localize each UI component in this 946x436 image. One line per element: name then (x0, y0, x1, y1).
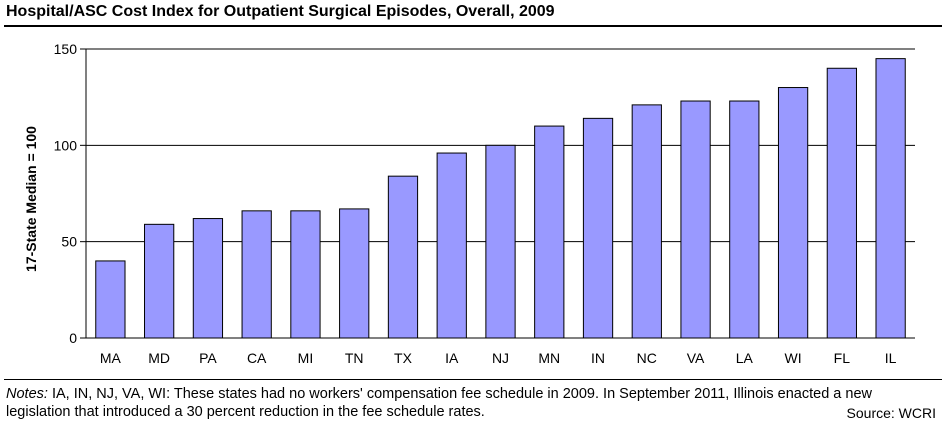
notes: Notes: IA, IN, NJ, VA, WI: These states … (6, 385, 926, 421)
x-tick-label: VA (687, 350, 705, 366)
x-tick-label: IA (445, 350, 459, 366)
x-tick-label: IL (885, 350, 897, 366)
bar-mi (290, 210, 321, 339)
bar-chart: 0 50 100 150 MA MD PA CA MI TN TX IA NJ MN IN NC VA LA WI F… (23, 41, 915, 366)
bar-il (875, 58, 906, 339)
x-tick-label: MI (298, 350, 314, 366)
top-rule (4, 25, 942, 27)
y-tick-label: 50 (61, 234, 77, 250)
bar-ma (95, 260, 126, 339)
x-tick-label: CA (247, 350, 267, 366)
x-tick-label: PA (199, 350, 217, 366)
x-tick-label: FL (834, 350, 851, 366)
bar-md (144, 223, 175, 339)
y-tick-label: 0 (69, 330, 77, 346)
bar-fl (826, 67, 857, 339)
x-tick-label: IN (591, 350, 605, 366)
x-tick-label: MD (148, 350, 170, 366)
x-tick-label: TX (394, 350, 413, 366)
x-tick-label: TN (345, 350, 364, 366)
bar-wi (777, 87, 809, 339)
bar-tn (339, 208, 370, 339)
notes-label: Notes: (6, 386, 48, 402)
x-tick-label: LA (736, 350, 754, 366)
notes-text: IA, IN, NJ, VA, WI: These states had no … (6, 386, 873, 420)
x-tick-label: NC (637, 350, 657, 366)
y-axis-label: 17-State Median = 100 (23, 126, 39, 272)
chart-title: Hospital/ASC Cost Index for Outpatient S… (6, 3, 555, 20)
bar-ca (241, 210, 272, 339)
bar-nc (631, 104, 662, 339)
bar-pa (192, 218, 224, 339)
bar-ia (436, 152, 467, 339)
x-tick-label: MN (538, 350, 560, 366)
bar-tx (387, 175, 419, 339)
bar-nj (485, 144, 516, 339)
x-tick-label: WI (785, 350, 802, 366)
bar-mn (534, 125, 565, 339)
bar-la (729, 100, 760, 339)
bottom-rule (4, 379, 942, 380)
y-tick-label: 150 (54, 41, 78, 57)
bar-in (582, 117, 614, 339)
x-tick-label: MA (100, 350, 122, 366)
bar-va (680, 100, 711, 339)
y-tick-label: 100 (54, 137, 78, 153)
x-tick-label: NJ (492, 350, 509, 366)
source: Source: WCRI (846, 405, 936, 421)
